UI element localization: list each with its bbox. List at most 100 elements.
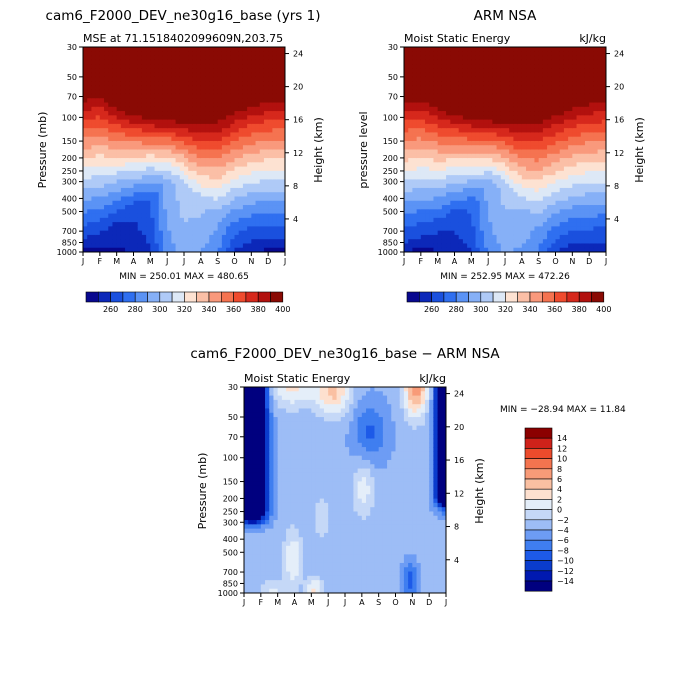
field-cell	[526, 145, 531, 151]
field-cell	[467, 213, 472, 219]
field-cell	[450, 230, 456, 236]
field-cell	[462, 64, 468, 69]
field-cell	[496, 47, 502, 52]
field-cell	[175, 153, 181, 159]
field-cell	[538, 123, 544, 129]
field-cell	[458, 89, 464, 95]
field-cell	[247, 55, 252, 61]
field-cell	[230, 136, 236, 142]
field-cell	[601, 76, 606, 82]
field-cell	[242, 123, 248, 129]
field-cell	[200, 153, 206, 159]
field-cell	[568, 106, 573, 112]
field-cell	[255, 158, 261, 163]
field-cell	[488, 64, 493, 69]
field-cell	[446, 72, 451, 78]
field-cell	[242, 136, 248, 142]
field-cell	[450, 76, 456, 82]
field-cell	[580, 81, 586, 87]
x-tick-label: S	[215, 257, 220, 266]
field-cell	[479, 234, 485, 240]
field-cell	[146, 98, 151, 104]
field-cell	[576, 106, 582, 112]
field-cell	[209, 187, 215, 193]
field-cell	[112, 128, 118, 134]
field-cell	[559, 119, 565, 125]
field-cell	[530, 128, 536, 134]
field-cell	[167, 64, 172, 69]
field-cell	[116, 200, 122, 206]
field-cell	[462, 239, 468, 245]
field-cell	[251, 247, 257, 252]
field-cell	[441, 243, 447, 249]
field-cell	[563, 153, 569, 159]
field-cell	[580, 170, 586, 176]
field-cell	[580, 239, 586, 245]
field-cell	[213, 132, 219, 138]
field-cell	[209, 111, 215, 116]
field-cell	[230, 98, 236, 104]
field-cell	[242, 217, 248, 223]
field-cell	[437, 226, 443, 232]
field-cell	[108, 217, 114, 223]
field-cell	[162, 226, 168, 232]
field-cell	[576, 239, 582, 245]
field-cell	[467, 128, 472, 134]
field-cell	[146, 200, 151, 206]
field-cell	[171, 187, 177, 193]
panel3-contour-field	[244, 387, 446, 593]
field-cell	[137, 76, 143, 82]
field-cell	[108, 81, 114, 87]
field-cell	[408, 93, 414, 99]
field-cell	[534, 115, 540, 121]
field-cell	[129, 102, 135, 108]
field-cell	[408, 234, 414, 240]
field-cell	[162, 149, 168, 155]
field-cell	[234, 115, 240, 121]
field-cell	[251, 187, 257, 193]
field-cell	[555, 140, 561, 146]
field-cell	[509, 140, 515, 146]
field-cell	[509, 47, 515, 52]
field-cell	[280, 140, 285, 146]
field-cell	[555, 243, 561, 249]
field-cell	[446, 59, 451, 65]
field-cell	[188, 153, 194, 159]
field-cell	[188, 162, 194, 168]
field-cell	[534, 226, 540, 232]
field-cell	[188, 55, 194, 61]
field-cell	[547, 140, 552, 146]
field-cell	[268, 47, 273, 52]
field-cell	[99, 226, 105, 232]
field-cell	[238, 55, 244, 61]
field-cell	[129, 196, 135, 202]
field-cell	[87, 226, 93, 232]
field-cell	[112, 196, 118, 202]
field-cell	[167, 166, 172, 172]
field-cell	[429, 205, 435, 210]
field-cell	[255, 183, 261, 189]
field-cell	[255, 98, 261, 104]
field-cell	[99, 192, 105, 198]
field-cell	[217, 81, 223, 87]
field-cell	[226, 166, 231, 172]
field-cell	[412, 200, 418, 206]
field-cell	[488, 247, 493, 252]
field-cell	[526, 213, 531, 219]
field-cell	[192, 222, 198, 227]
field-cell	[83, 64, 88, 69]
field-cell	[416, 170, 422, 176]
field-cell	[597, 59, 603, 65]
field-cell	[517, 205, 523, 210]
field-cell	[83, 243, 88, 249]
field-cell	[450, 153, 456, 159]
field-cell	[505, 226, 510, 232]
field-cell	[559, 64, 565, 69]
field-cell	[99, 85, 105, 91]
field-cell	[450, 205, 456, 210]
field-cell	[158, 72, 164, 78]
field-cell	[99, 59, 105, 65]
field-cell	[116, 162, 122, 168]
field-cell	[462, 166, 468, 172]
field-cell	[244, 494, 249, 500]
